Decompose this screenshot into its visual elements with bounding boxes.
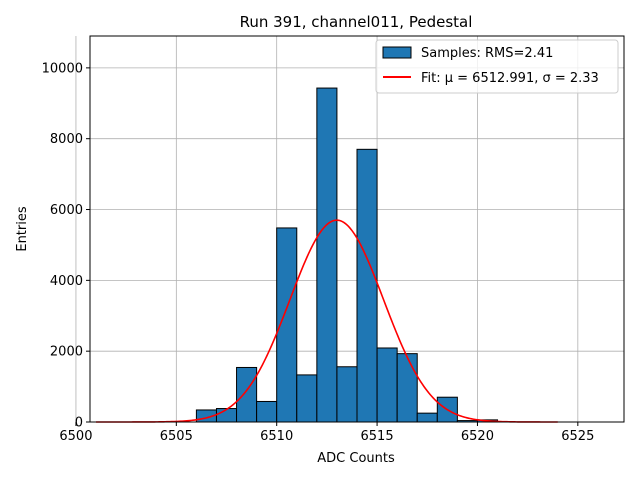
histogram-bar — [316, 87, 338, 423]
histogram-bar — [296, 374, 318, 423]
histogram-bars — [195, 87, 499, 423]
x-axis-label: ADC Counts — [317, 451, 395, 466]
y-axis-ticks: 0 2000 4000 6000 8000 10000 — [42, 61, 90, 431]
histogram-bar — [396, 353, 418, 423]
x-tick-label: 6520 — [461, 429, 494, 444]
plot-frame — [89, 35, 625, 423]
y-tick-label: 0 — [75, 416, 83, 431]
legend-box — [375, 39, 619, 94]
histogram-bar — [256, 400, 278, 423]
x-tick-label: 6510 — [260, 429, 293, 444]
x-axis-ticks: 6500 6505 6510 6515 6520 6525 — [59, 422, 594, 444]
histogram-bar — [215, 408, 238, 423]
legend-swatch-samples — [382, 46, 412, 59]
histogram-bar — [376, 347, 398, 423]
x-tick-label: 6515 — [361, 429, 394, 444]
chart-title: Run 391, channel011, Pedestal — [240, 13, 473, 31]
legend: Samples: RMS=2.41 Fit: μ = 6512.991, σ =… — [375, 39, 619, 94]
y-tick-label: 4000 — [50, 274, 83, 289]
y-tick-label: 10000 — [42, 61, 83, 76]
x-tick-label: 6505 — [160, 429, 193, 444]
histogram-bar — [356, 148, 378, 423]
x-tick-label: 6525 — [561, 429, 594, 444]
x-tick-label: 6500 — [59, 429, 92, 444]
y-axis-label: Entries — [15, 206, 30, 252]
legend-label-fit: Fit: μ = 6512.991, σ = 2.33 — [421, 71, 599, 86]
histogram-bar — [336, 366, 358, 423]
y-tick-label: 8000 — [50, 132, 83, 147]
legend-label-samples: Samples: RMS=2.41 — [421, 46, 553, 61]
y-tick-label: 6000 — [50, 203, 83, 218]
y-tick-label: 2000 — [50, 345, 83, 360]
histogram-bar — [416, 412, 438, 423]
histogram-bar — [236, 366, 258, 423]
